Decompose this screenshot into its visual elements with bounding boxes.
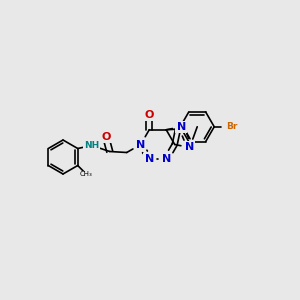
Text: N: N (177, 122, 186, 132)
Text: CH₃: CH₃ (79, 172, 92, 178)
Text: Br: Br (226, 122, 238, 131)
Text: NH: NH (84, 141, 99, 150)
Text: N: N (145, 154, 154, 164)
Text: O: O (145, 110, 154, 120)
Text: N: N (185, 142, 194, 152)
Text: N: N (136, 140, 145, 149)
Text: O: O (101, 131, 110, 142)
Text: N: N (162, 154, 171, 164)
